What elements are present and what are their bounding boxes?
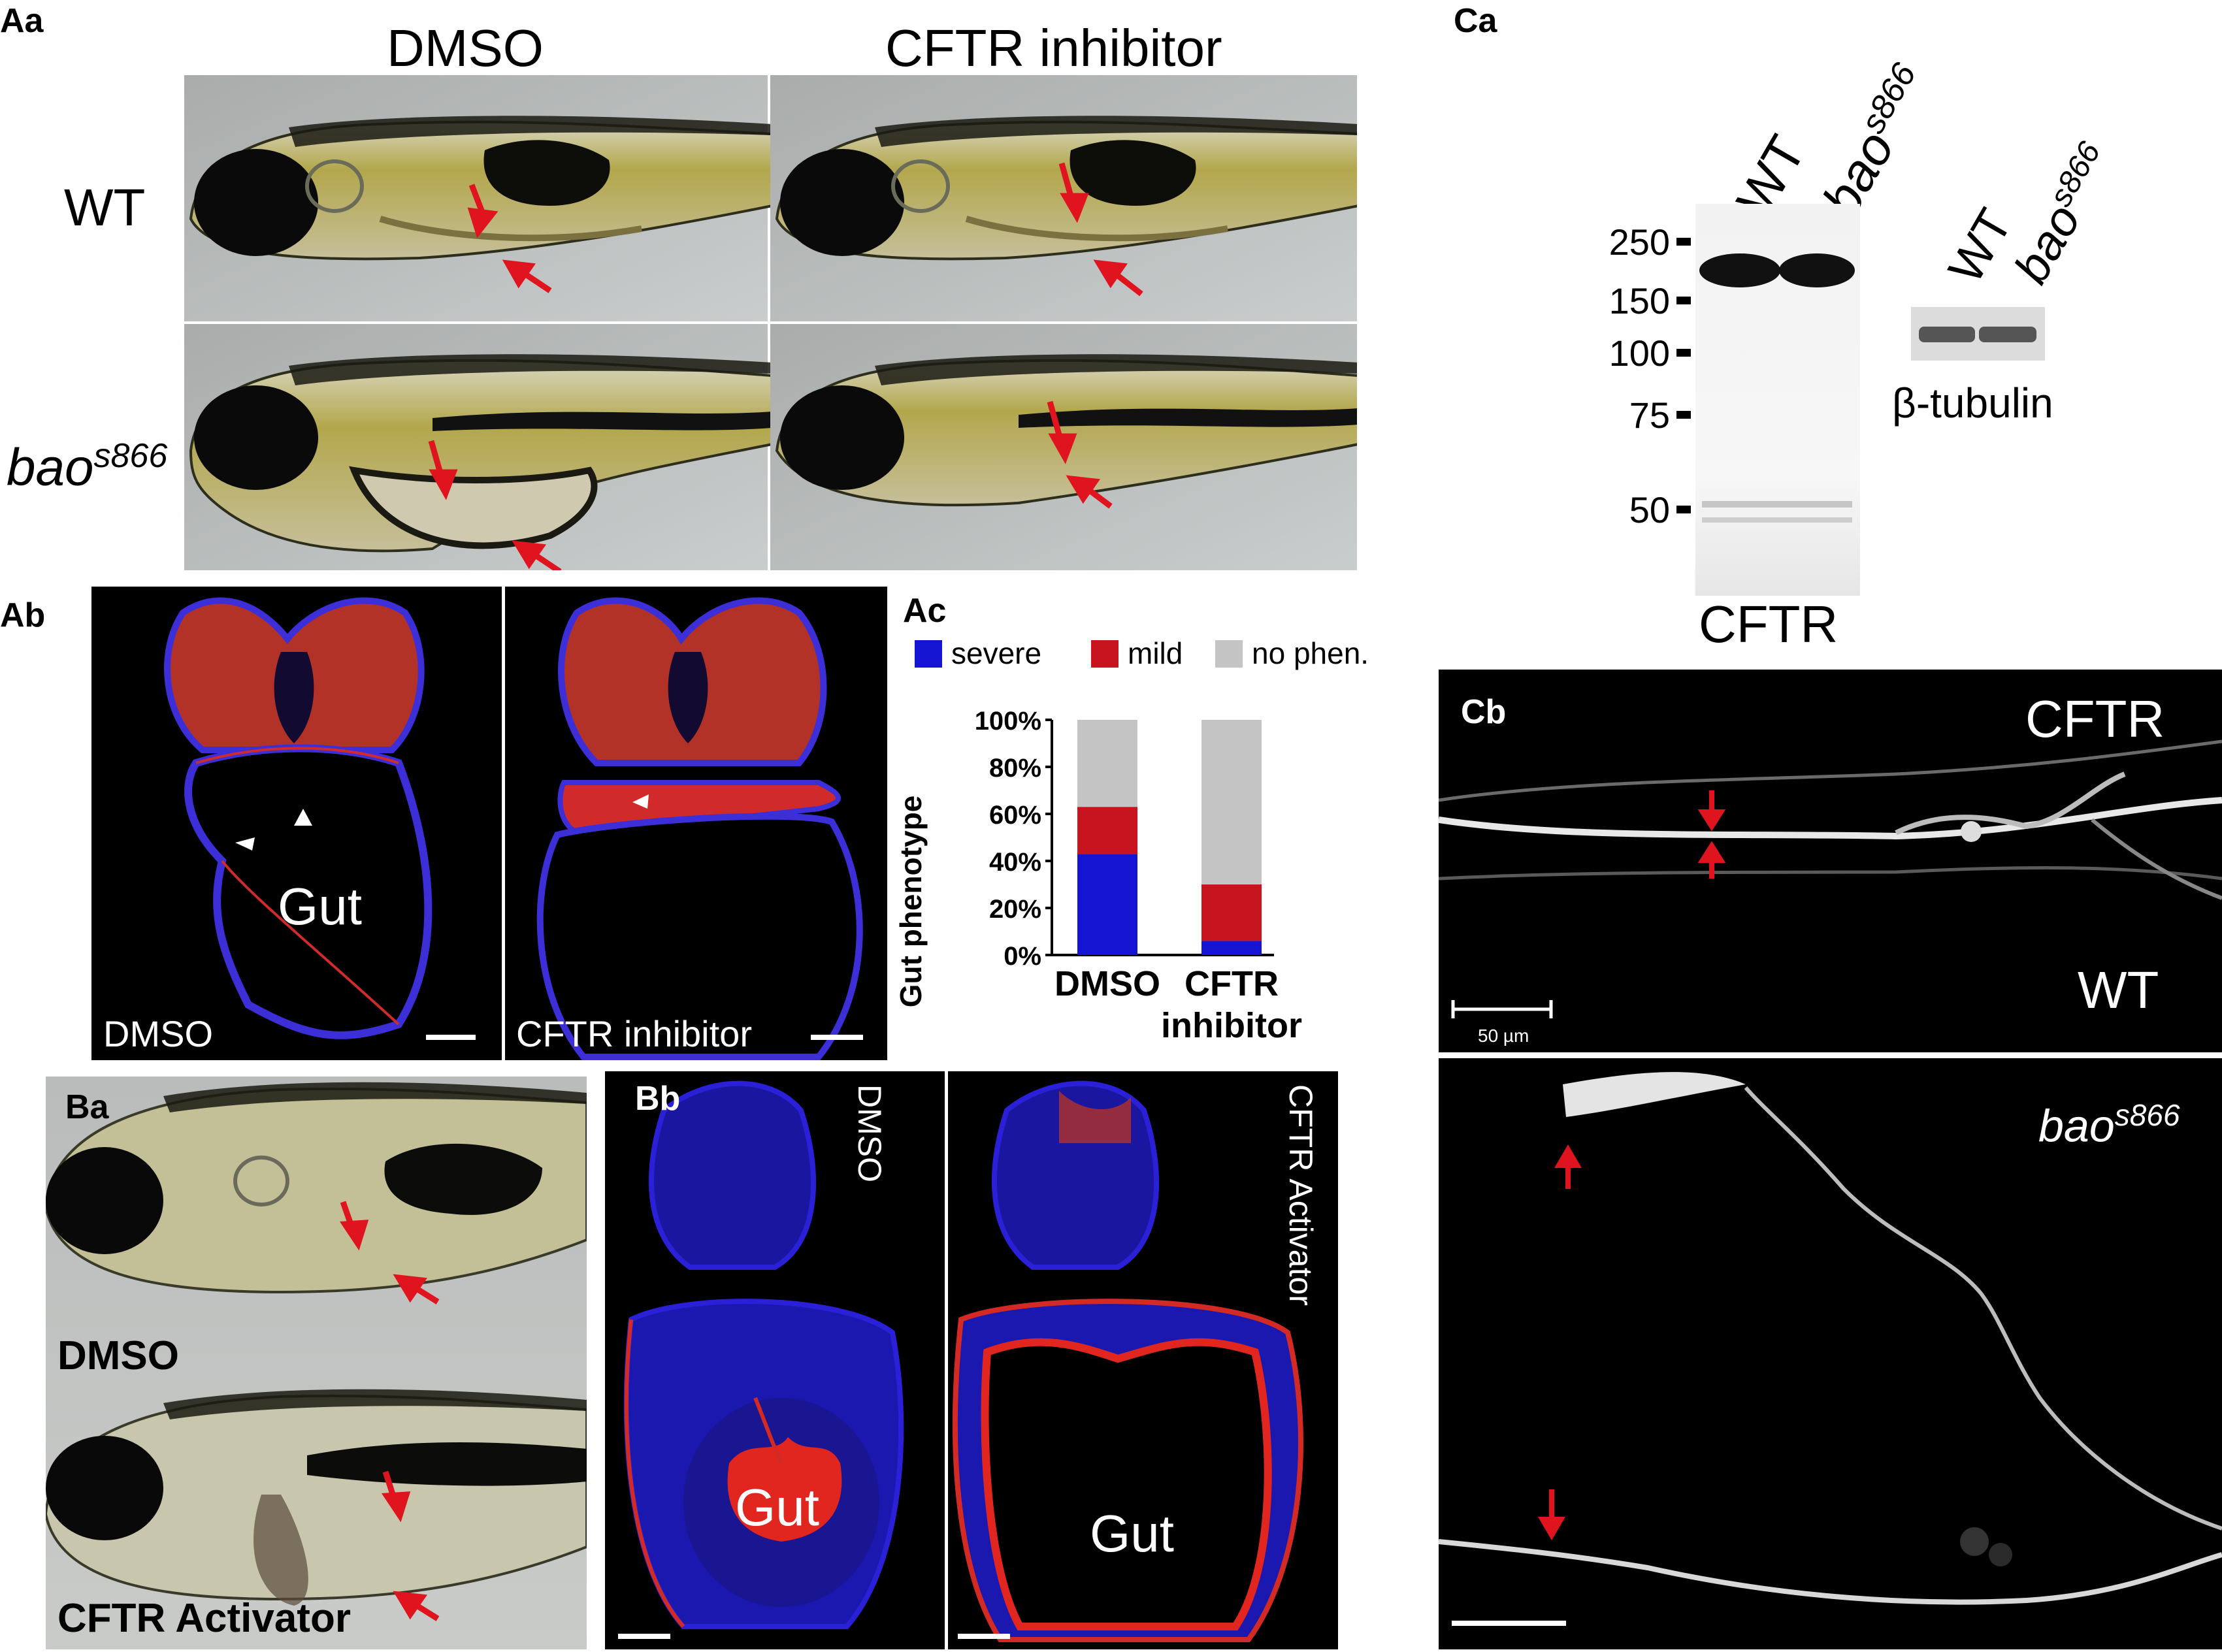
section-label-dmso-Bb: DMSO (851, 1084, 888, 1182)
row-label-bao-s866: baos866 (7, 436, 167, 498)
marker-label: 100 (1609, 332, 1670, 374)
y-axis-label: Gut phenotype (894, 796, 928, 1008)
cb-genotype-base: bao (2038, 1100, 2115, 1152)
genotype-base: bao (7, 438, 94, 496)
western-blot-cftr (1695, 204, 1860, 596)
panel-letter-Ab: Ab (0, 596, 46, 634)
cb-genotype-sup: s866 (2114, 1098, 2180, 1132)
x-category-label: DMSO (1054, 964, 1160, 1003)
lane-genotype-sup: s866 (1854, 57, 1924, 140)
y-tick-label: 60% (989, 801, 1041, 830)
scale-bar-label: 50 µm (1478, 1026, 1529, 1046)
gut-label-Ab: Gut (278, 877, 362, 935)
bar-segment (1077, 720, 1137, 807)
condition-label-dmso-Ba: DMSO (57, 1333, 179, 1378)
panel-letter-Ca: Ca (1454, 2, 1497, 40)
condition-label-activator-Ba: CFTR Activator (57, 1596, 351, 1641)
y-tick-label: 20% (989, 895, 1041, 924)
gut-label-Bb-left: Gut (735, 1478, 819, 1536)
gut-label-Bb-right: Gut (1090, 1504, 1174, 1563)
genotype-superscript: s866 (93, 437, 168, 475)
marker-label: 250 (1609, 221, 1670, 263)
y-tick-label: 80% (989, 754, 1041, 783)
bar-segment (1201, 941, 1262, 955)
bar-segment (1201, 884, 1262, 941)
micrograph-grid-Aa (184, 75, 1357, 570)
y-tick-label: 100% (975, 707, 1041, 736)
western-blot-tubulin (1911, 307, 2045, 361)
confocal-sections-Ab (91, 587, 887, 1060)
legend-label: severe (951, 640, 1041, 670)
tubulin-genotype-sup: s866 (2043, 136, 2108, 213)
marker-label: 75 (1629, 395, 1670, 436)
marker-tick (1676, 297, 1691, 304)
blot-label-cftr: CFTR (1699, 595, 1838, 653)
x-category-label: CFTR (1185, 964, 1279, 1003)
marker-label: 150 (1609, 280, 1670, 321)
chart-legend: severe mild no phen. (915, 640, 1369, 670)
legend-swatch (1215, 640, 1243, 668)
x-category-label: inhibitor (1161, 1006, 1302, 1045)
bar-segment (1077, 807, 1137, 854)
panel-letter-Ba: Ba (65, 1088, 109, 1126)
row-label-wt: WT (64, 178, 146, 236)
genotype-label-wt-Cb: WT (2078, 961, 2159, 1019)
section-label-dmso: DMSO (103, 1013, 213, 1054)
genotype-label-bao-Cb: baos866 (2038, 1097, 2180, 1152)
section-label-activator-Bb: CFTR Activator (1283, 1084, 1319, 1306)
confocal-sections-Bb (605, 1071, 1338, 1649)
bar-segment (1201, 720, 1262, 884)
marker-tick (1676, 506, 1691, 513)
column-header-cftr-inhibitor: CFTR inhibitor (885, 19, 1222, 77)
stacked-bar-chart: severe mild no phen. 0% 20% 40% 60% 80% 100% DMS… (894, 640, 1369, 1045)
column-header-dmso: DMSO (387, 19, 544, 77)
legend-swatch (915, 640, 942, 668)
confocal-cftr-wt (1439, 670, 2222, 1052)
panel-letter-Ac: Ac (903, 592, 947, 630)
panel-letter-Cb: Cb (1461, 693, 1507, 731)
panel-letter-Bb: Bb (635, 1080, 681, 1118)
marker-tick (1676, 411, 1691, 419)
lane-label-wt-tubulin: WT (1937, 199, 2023, 292)
marker-tick (1676, 349, 1691, 357)
legend-label: no phen. (1252, 640, 1369, 670)
marker-label: 50 (1629, 489, 1670, 530)
confocal-cftr-mutant (1439, 1058, 2222, 1649)
y-tick-label: 0% (1004, 942, 1041, 971)
blot-label-beta-tubulin: β-tubulin (1892, 380, 2053, 427)
legend-label: mild (1128, 640, 1183, 670)
stain-label-cftr: CFTR (2025, 690, 2165, 748)
chart-bars (1077, 720, 1262, 955)
tubulin-genotype-base: bao (2003, 195, 2091, 293)
lane-label-bao-tubulin: baos866 (2002, 136, 2125, 293)
y-tick-label: 40% (989, 848, 1041, 877)
legend-swatch (1091, 640, 1119, 668)
marker-tick (1676, 238, 1691, 246)
section-label-cftr-inhibitor: CFTR inhibitor (516, 1013, 752, 1054)
lane-label-bao-s866: baos866 (1810, 57, 1943, 227)
micrograph-Ba (46, 1077, 587, 1649)
panel-letter-Aa: Aa (0, 2, 44, 40)
bar-segment (1077, 854, 1137, 955)
